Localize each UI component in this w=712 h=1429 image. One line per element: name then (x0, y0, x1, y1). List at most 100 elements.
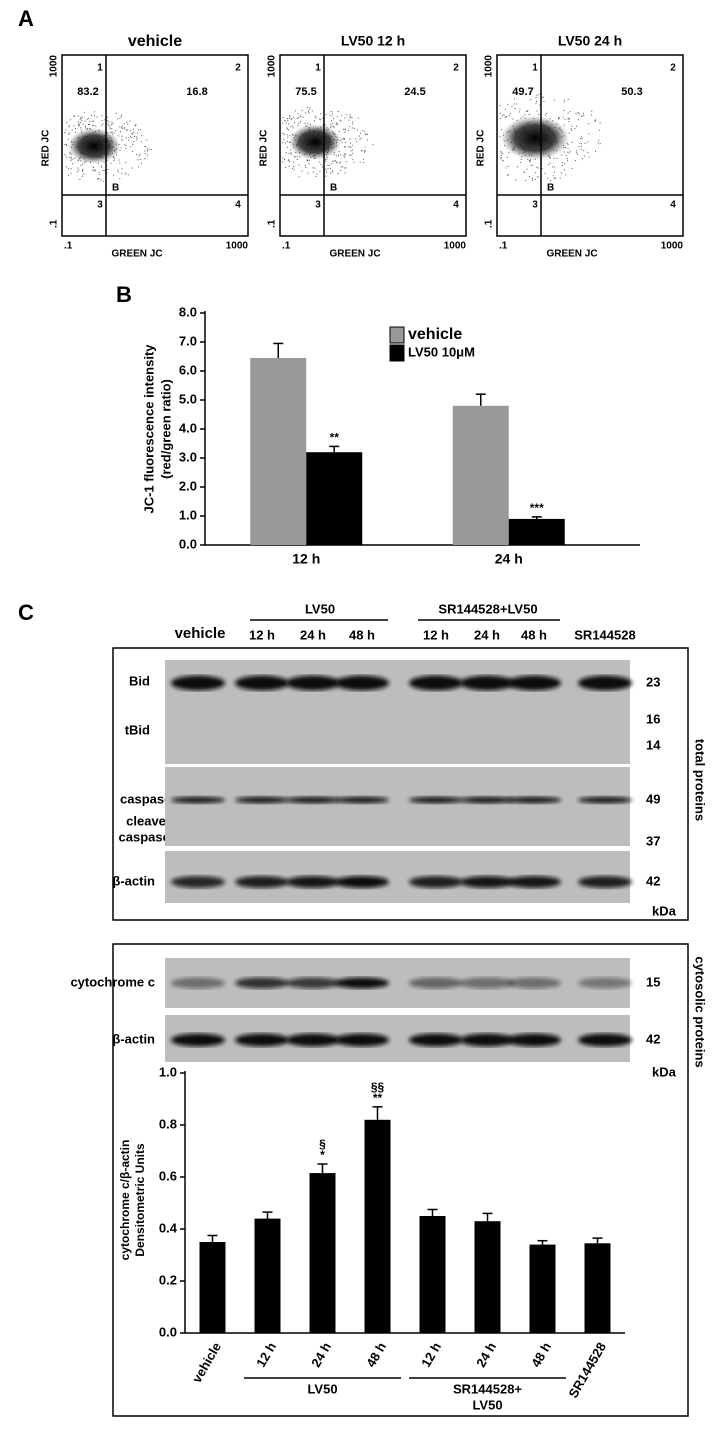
event-dot (315, 115, 317, 117)
event-dot (502, 160, 504, 162)
event-dot (70, 156, 72, 158)
event-dot (523, 171, 525, 173)
event-dot (340, 120, 342, 122)
event-dot (556, 157, 558, 159)
event-dot (362, 129, 364, 131)
event-dot (500, 158, 502, 160)
event-dot (331, 120, 333, 122)
event-dot (581, 143, 583, 145)
event-dot (73, 115, 75, 117)
event-dot (102, 180, 104, 182)
bar (452, 405, 509, 545)
event-dot (125, 145, 127, 147)
event-dot (64, 132, 66, 134)
event-dot (372, 144, 374, 146)
event-dot (138, 129, 140, 131)
event-dot (336, 162, 338, 164)
size-label: 16 (646, 711, 660, 726)
event-dot (571, 141, 573, 143)
unit-label: kDa (652, 903, 677, 918)
event-dot (81, 163, 83, 165)
event-dot (297, 125, 299, 127)
event-dot (563, 99, 565, 101)
significance: ** (373, 1091, 383, 1105)
event-dot (507, 174, 509, 176)
event-dot (500, 154, 502, 156)
event-dot (568, 117, 570, 119)
bar (508, 518, 565, 545)
event-cloud (289, 124, 341, 160)
event-dot (308, 109, 310, 111)
event-dot (598, 129, 600, 131)
event-dot (344, 131, 346, 133)
event-dot (561, 162, 563, 164)
event-dot (588, 156, 590, 158)
event-dot (106, 120, 108, 122)
event-dot (288, 152, 290, 154)
event-dot (107, 123, 109, 125)
event-dot (127, 123, 129, 125)
event-dot (131, 132, 133, 134)
event-dot (541, 97, 543, 99)
event-dot (284, 119, 286, 121)
event-dot (282, 142, 284, 144)
event-dot (577, 119, 579, 121)
event-dot (144, 152, 146, 154)
event-dot (351, 123, 353, 125)
event-dot (332, 122, 334, 124)
x-tick-label: .1 (499, 241, 508, 252)
event-dot (125, 162, 127, 164)
event-dot (315, 175, 317, 177)
event-dot (544, 172, 546, 174)
event-dot (343, 138, 345, 140)
y-tick-label: .1 (49, 219, 60, 228)
significance: § (319, 1137, 326, 1151)
significance: * (320, 1148, 325, 1162)
event-dot (344, 129, 346, 131)
event-dot (598, 139, 600, 141)
event-dot (94, 169, 96, 171)
band (507, 977, 561, 989)
event-dot (538, 114, 540, 116)
event-dot (293, 169, 295, 171)
event-dot (302, 116, 304, 118)
event-dot (564, 169, 566, 171)
quadrant-label: 4 (235, 200, 241, 211)
band (578, 1033, 632, 1047)
event-dot (128, 139, 130, 141)
event-dot (68, 168, 70, 170)
event-dot (282, 161, 284, 163)
event-dot (499, 136, 501, 138)
event-dot (571, 168, 573, 170)
size-label: 42 (646, 873, 660, 888)
y-tick-label: .1 (484, 219, 495, 228)
event-dot (349, 114, 351, 116)
quadrant-label: 4 (453, 200, 459, 211)
event-dot (537, 176, 539, 178)
plot-frame (61, 54, 249, 237)
event-dot (549, 157, 551, 159)
event-dot (102, 123, 104, 125)
event-dot (597, 142, 599, 144)
event-dot (335, 160, 337, 162)
event-dot (325, 168, 327, 170)
event-dot (125, 148, 127, 150)
event-dot (109, 128, 111, 130)
event-dot (134, 125, 136, 127)
band (171, 675, 225, 691)
event-dot (594, 120, 596, 122)
panel-label: A (18, 6, 34, 31)
event-dot (349, 146, 351, 148)
plot-title: LV50 24 h (558, 33, 622, 49)
event-dot (578, 113, 580, 115)
event-dot (93, 170, 95, 172)
plot-frame (496, 54, 684, 237)
event-dot (360, 150, 362, 152)
event-dot (102, 170, 104, 172)
event-dot (121, 125, 123, 127)
event-dot (96, 116, 98, 118)
x-tick-label: 48 h (528, 1340, 554, 1370)
event-dot (288, 166, 290, 168)
event-dot (66, 145, 68, 147)
x-tick-label: 12 h (418, 1340, 444, 1370)
